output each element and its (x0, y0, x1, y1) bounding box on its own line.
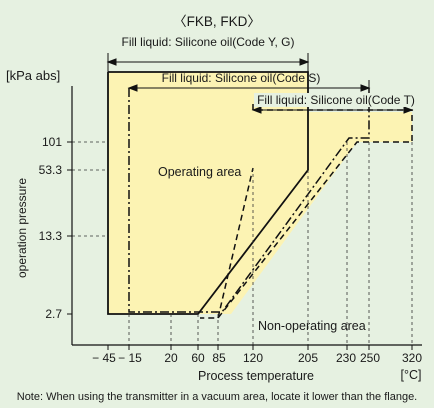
annotation-non-operating-area: Non-operating area (258, 319, 366, 333)
range-label-code-t-bg (254, 93, 418, 107)
x-axis-label: Process temperature (198, 369, 314, 383)
x-axis-unit: [°C] (401, 368, 422, 382)
x-tick-label: 205 (298, 351, 318, 365)
chart-title: 〈FKB, FKD〉 (173, 14, 261, 29)
y-axis-label: operation pressure (15, 178, 29, 278)
range-label-code-s: Fill liquid: Silicone oil(Code S) (162, 71, 321, 85)
y-axis-ticks (67, 141, 72, 315)
x-tick-label: − 45 (92, 351, 116, 365)
x-tick-label: 60 (191, 351, 205, 365)
range-label-code-yg: Fill liquid: Silicone oil(Code Y, G) (122, 35, 295, 49)
y-tick-label: 2.7 (45, 307, 62, 321)
range-arrow-code-yg (106, 53, 310, 72)
operating-area-fill (108, 72, 412, 314)
y-tick-label: 53.3 (39, 163, 63, 177)
range-arrow-code-t (251, 106, 414, 114)
x-tick-label: − 15 (118, 351, 142, 365)
y-gridlines (72, 141, 108, 237)
series-code-t-left-rise (217, 167, 254, 319)
axes (71, 86, 422, 346)
x-tick-label: 85 (212, 351, 226, 365)
annotation-operating-area: Operating area (158, 165, 241, 179)
x-axis-ticks (107, 345, 413, 350)
x-tick-label: 20 (164, 351, 178, 365)
y-tick-label: 13.3 (39, 229, 63, 243)
x-tick-label: 250 (360, 351, 380, 365)
range-label-code-t: Fill liquid: Silicone oil(Code T) (257, 93, 415, 107)
y-tick-label: 101 (42, 135, 62, 149)
x-tick-label: 320 (402, 351, 422, 365)
y-axis-unit: [kPa abs] (6, 68, 60, 83)
x-tick-label: 230 (336, 351, 356, 365)
x-tick-label: 120 (243, 351, 263, 365)
footnote: Note: When using the transmitter in a va… (17, 391, 418, 403)
x-gridlines (128, 142, 413, 345)
